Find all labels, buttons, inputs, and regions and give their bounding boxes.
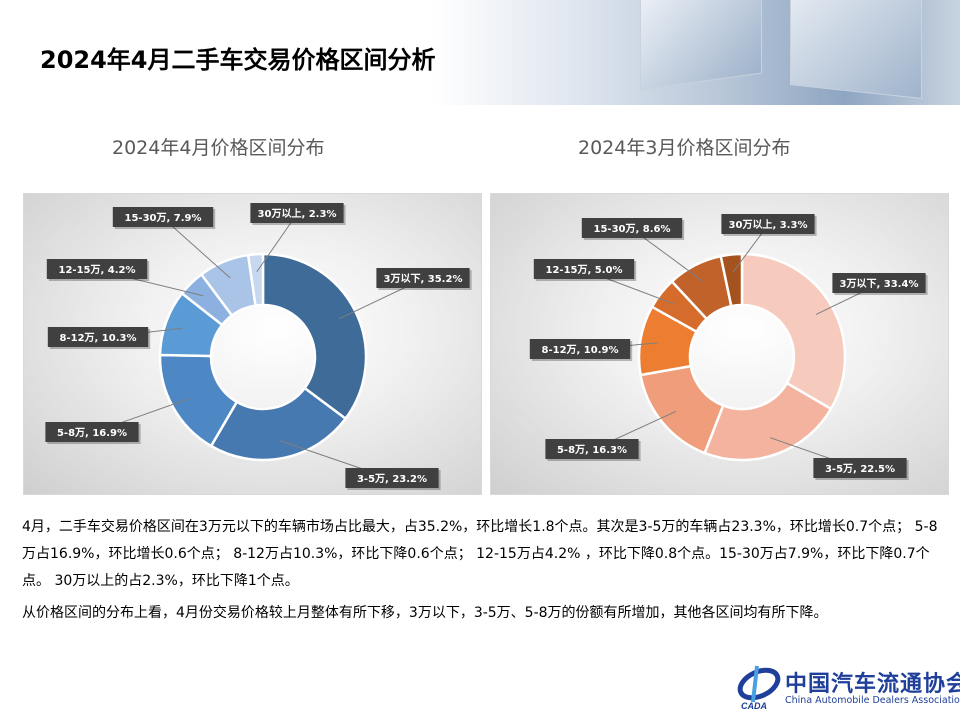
header-banner xyxy=(0,0,960,105)
leader-line xyxy=(162,217,231,279)
data-label-box xyxy=(832,273,926,293)
data-label: 5-8万, 16.9% xyxy=(57,427,127,439)
cada-logo: CADA 中国汽车流通协会 China Automobile Dealers A… xyxy=(735,662,960,712)
data-label: 3万以下, 33.4% xyxy=(840,278,919,290)
chart-title-march: 2024年3月价格区间分布 xyxy=(578,137,791,159)
data-label: 12-15万, 4.2% xyxy=(59,264,136,276)
data-label-box xyxy=(250,203,344,223)
donut-slice-march-2 xyxy=(639,364,725,455)
analysis-paragraph-2: 从价格区间的分布上看，4月份交易价格较上月整体有所下移，3万以下，3-5万、5-… xyxy=(22,605,828,621)
donut-slice-april-0 xyxy=(261,252,368,421)
data-label-box xyxy=(533,259,635,279)
data-label-box xyxy=(545,439,639,459)
data-label-box xyxy=(376,268,470,288)
data-label: 15-30万, 7.9% xyxy=(125,212,202,224)
data-label: 3万以下, 35.2% xyxy=(384,273,463,285)
donut-slice-april-6 xyxy=(246,252,265,307)
data-label-box xyxy=(529,339,631,359)
analysis-paragraph-1: 4月，二手车交易价格区间在3万元以下的车辆市场占比最大，占35.2%，环比增长1… xyxy=(22,519,938,589)
data-label-box xyxy=(813,458,907,478)
data-label-box xyxy=(47,327,149,347)
data-label: 8-12万, 10.3% xyxy=(60,332,137,344)
data-label: 8-12万, 10.9% xyxy=(542,344,619,356)
data-label: 3-5万, 23.2% xyxy=(357,473,427,485)
data-label-box xyxy=(721,214,815,234)
data-label: 5-8万, 16.3% xyxy=(557,444,627,456)
logo-chinese-name: 中国汽车流通协会 xyxy=(785,671,960,697)
data-label: 12-15万, 5.0% xyxy=(546,264,623,276)
logo-english-name: China Automobile Dealers Association xyxy=(785,695,960,706)
data-label: 3-5万, 22.5% xyxy=(825,463,895,475)
data-label-box xyxy=(45,422,139,442)
data-label: 15-30万, 8.6% xyxy=(594,223,671,235)
leader-line xyxy=(256,213,298,273)
analysis-text: 4月，二手车交易价格区间在3万元以下的车辆市场占比最大，占35.2%，环比增长1… xyxy=(22,514,942,632)
page-title: 2024年4月二手车交易价格区间分析 xyxy=(40,46,436,74)
data-label-box xyxy=(112,207,214,227)
donut-slice-march-1 xyxy=(703,381,833,462)
donut-slice-march-0 xyxy=(740,252,847,411)
svg-text:CADA: CADA xyxy=(741,701,767,711)
data-label: 30万以上, 2.3% xyxy=(258,207,337,220)
data-label: 30万以上, 3.3% xyxy=(729,218,808,231)
data-label-box xyxy=(581,218,683,238)
donut-slice-april-1 xyxy=(209,386,348,462)
data-label-box xyxy=(46,259,148,279)
chart-title-april: 2024年4月价格区间分布 xyxy=(112,137,325,159)
data-label-box xyxy=(345,468,439,488)
cada-logo-icon: CADA xyxy=(737,665,781,711)
